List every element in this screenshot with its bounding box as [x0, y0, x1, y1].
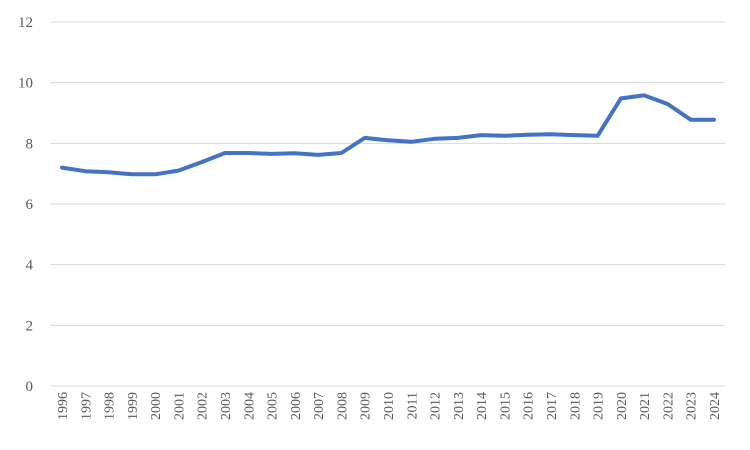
- data-point: [107, 170, 111, 174]
- series-line-0: [60, 93, 716, 177]
- x-tick-label: 1999: [126, 392, 141, 420]
- x-tick-label: 2024: [708, 392, 723, 420]
- x-tick-label: 2000: [149, 392, 164, 420]
- data-point: [293, 151, 297, 155]
- data-point: [386, 138, 390, 142]
- x-tick-label: 1998: [103, 392, 118, 420]
- data-point: [642, 93, 646, 97]
- data-point: [130, 172, 134, 176]
- x-tick-label: 2018: [568, 392, 583, 420]
- data-point: [526, 133, 530, 137]
- y-axis-ticks: 0 2 4 6 8 10 12: [18, 15, 34, 395]
- x-tick-label: 2003: [219, 392, 234, 420]
- x-tick-label: 2006: [289, 392, 304, 420]
- x-tick-label: 2021: [638, 392, 653, 420]
- x-tick-label: 2019: [592, 392, 607, 420]
- data-point: [409, 140, 413, 144]
- data-point: [60, 166, 64, 170]
- data-point: [270, 152, 274, 156]
- x-tick-label: 2023: [685, 392, 700, 420]
- data-point: [549, 132, 553, 136]
- x-tick-label: 2012: [429, 392, 444, 420]
- data-point: [456, 136, 460, 140]
- x-tick-label: 2022: [661, 392, 676, 420]
- y-tick-label: 6: [26, 197, 34, 213]
- x-tick-label: 1996: [56, 392, 71, 420]
- data-point: [223, 151, 227, 155]
- data-point: [176, 169, 180, 173]
- x-tick-label: 2014: [475, 392, 490, 420]
- x-tick-label: 2002: [196, 392, 211, 420]
- data-point: [712, 118, 716, 122]
- gridlines: [50, 21, 725, 387]
- x-tick-label: 2015: [498, 392, 513, 420]
- x-tick-label: 2010: [382, 392, 397, 420]
- x-tick-label: 2004: [242, 392, 257, 420]
- data-point: [479, 133, 483, 137]
- data-point: [596, 134, 600, 138]
- x-tick-label: 2007: [312, 392, 327, 420]
- x-tick-label: 2008: [335, 392, 350, 420]
- data-point: [502, 134, 506, 138]
- data-point: [246, 151, 250, 155]
- series-layer: [60, 93, 716, 177]
- y-tick-label: 8: [26, 136, 34, 152]
- data-point: [689, 118, 693, 122]
- y-tick-label: 2: [26, 318, 34, 334]
- data-point: [83, 169, 87, 173]
- data-point: [665, 102, 669, 106]
- data-point: [316, 153, 320, 157]
- x-tick-label: 2016: [522, 392, 537, 420]
- data-point: [339, 151, 343, 155]
- data-point: [363, 136, 367, 140]
- data-point: [619, 96, 623, 100]
- x-tick-label: 2001: [172, 392, 187, 420]
- x-tick-label: 1997: [79, 392, 94, 420]
- y-tick-label: 10: [18, 76, 33, 92]
- data-point: [433, 137, 437, 141]
- y-tick-label: 12: [18, 15, 33, 31]
- x-tick-label: 2017: [545, 392, 560, 420]
- x-tick-label: 2020: [615, 392, 630, 420]
- data-point: [572, 133, 576, 137]
- x-tick-label: 2009: [359, 392, 374, 420]
- y-tick-label: 4: [26, 258, 34, 274]
- x-tick-label: 2013: [452, 392, 467, 420]
- x-tick-label: 2011: [405, 392, 420, 419]
- data-point: [153, 172, 157, 176]
- x-tick-label: 2005: [266, 392, 281, 420]
- x-axis-ticks: 1996 1997 1998 1999 2000 2001 2002 2003 2004 2005…: [56, 392, 723, 420]
- data-point: [200, 160, 204, 164]
- y-tick-label: 0: [26, 379, 34, 395]
